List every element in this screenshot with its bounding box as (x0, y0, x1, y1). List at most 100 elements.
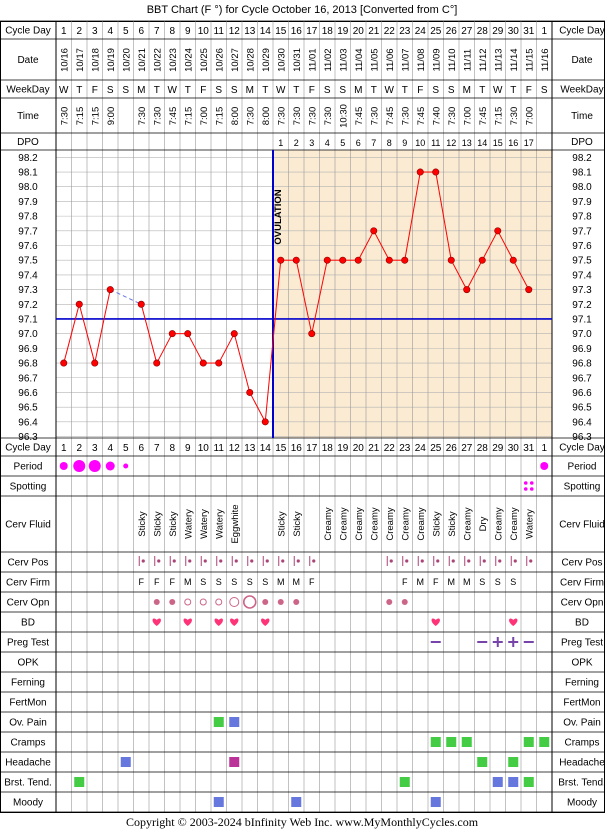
weekday-letter: F (526, 85, 532, 96)
row-label-cerv_firm: Cerv Firm (6, 578, 50, 589)
temp-line-segment (435, 171, 452, 261)
cerv-pos-dot (436, 559, 440, 563)
cycle-day-number-bottom: 17 (306, 443, 318, 454)
weekday-letter: S (432, 85, 439, 96)
period-dot (73, 460, 86, 472)
time-label: 9:00 (106, 107, 117, 126)
y-tick-label-left: 97.2 (18, 300, 38, 311)
date-label: 10/18 (90, 48, 101, 72)
spotting-dot (529, 487, 534, 491)
bd-heart-icon (230, 618, 239, 626)
weekday-letter: T (76, 85, 82, 96)
y-tick-label-right: 97.4 (572, 270, 592, 281)
cycle-day-number-bottom: 16 (291, 443, 303, 454)
row-label-cramps-right: Cramps (564, 738, 599, 749)
temp-point (401, 256, 409, 264)
temp-point (354, 256, 362, 264)
dpo-number: 15 (493, 138, 503, 148)
cerv-opening-mark (184, 598, 192, 606)
row-label-cramps: Cramps (10, 738, 45, 749)
temp-point (215, 359, 223, 367)
temp-point (323, 256, 331, 264)
row-label-brst_tend-right: Brst. Tend. (558, 778, 605, 789)
dpo-number: 4 (325, 138, 330, 148)
row-label-cerv_pos: Cerv Pos (7, 558, 48, 569)
time-label: 7:45 (385, 107, 396, 126)
weekday-letter: T (262, 85, 268, 96)
temp-point (447, 256, 455, 264)
time-label: 10:30 (338, 104, 349, 128)
cycle-day-number: 21 (368, 26, 380, 37)
preg-test-negative-mark (430, 641, 441, 643)
cerv-fluid-label: Sticky (431, 511, 442, 537)
dpo-number: 7 (371, 138, 376, 148)
dpo-number: 8 (387, 138, 392, 148)
cycle-day-number-bottom: 26 (446, 443, 458, 454)
cycle-day-number: 20 (353, 26, 365, 37)
cycle-day-number: 30 (508, 26, 520, 37)
weekday-letter: W (276, 85, 286, 96)
row-label-bd-right: BD (575, 618, 589, 629)
dpo-number: 11 (431, 138, 440, 148)
cycle-day-number-bottom: 15 (275, 443, 287, 454)
cerv-fluid-label: Creamy (323, 507, 334, 541)
weekday-letter: T (479, 85, 485, 96)
ov-pain-mark (213, 717, 224, 727)
weekday-letter: M (354, 85, 362, 96)
y-tick-label-left: 97.6 (18, 241, 38, 252)
cycle-day-number-bottom: 6 (138, 443, 144, 454)
cycle-day-number: 9 (185, 26, 191, 37)
weekday-letter: S (107, 85, 114, 96)
bd-heart-icon (214, 618, 223, 626)
date-label: 10/25 (199, 48, 210, 72)
y-tick-label-right: 98.0 (572, 182, 592, 193)
temp-point (525, 286, 533, 294)
y-tick-label-left: 97.1 (18, 314, 38, 325)
temp-line-segment (311, 260, 328, 334)
cerv-fluid-label: Watery (183, 509, 194, 539)
dpo-number: 10 (415, 138, 425, 148)
temp-line-segment (187, 333, 204, 364)
cerv-firm-letter: M (463, 577, 471, 587)
ovulation-label: OVULATION (273, 189, 284, 244)
cerv-pos-dot (498, 559, 502, 563)
cramps-mark (539, 737, 550, 747)
row-label-time-right: Time (571, 111, 593, 122)
date-label: 10/30 (276, 48, 287, 72)
temp-line-segment (94, 289, 111, 364)
cycle-day-number-bottom: 30 (508, 443, 520, 454)
cerv-firm-letter: M (293, 577, 301, 587)
temp-point (509, 256, 517, 264)
temp-point (168, 330, 176, 338)
cerv-pos-dot (234, 559, 238, 563)
row-label-cycle_day-right: Cycle Day (559, 26, 605, 37)
cerv-opening-mark (242, 595, 257, 609)
temp-point (478, 256, 486, 264)
y-tick-label-right: 96.7 (572, 373, 592, 384)
y-tick-label-right: 96.9 (572, 344, 592, 355)
time-label: 7:45 (416, 107, 427, 126)
weekday-letter: F (417, 85, 423, 96)
cerv-fluid-label: Sticky (276, 511, 287, 537)
time-label: 7:30 (307, 107, 318, 126)
date-label: 11/08 (416, 48, 427, 71)
date-label: 10/26 (214, 48, 225, 72)
temp-line-segment (233, 333, 251, 393)
time-label: 7:30 (323, 107, 334, 126)
cerv-firm-letter: S (262, 577, 268, 587)
cycle-day-number-bottom: 21 (368, 443, 380, 454)
temp-line-segment (264, 260, 282, 422)
time-label: 7:30 (152, 107, 163, 126)
cycle-day-number-bottom: 7 (154, 443, 160, 454)
cycle-day-number-bottom: 12 (229, 443, 241, 454)
cerv-firm-letter: S (495, 577, 501, 587)
temp-point (370, 227, 378, 235)
cerv-firm-letter: S (510, 577, 516, 587)
temp-point (385, 256, 393, 264)
temp-gap-line (110, 289, 142, 305)
cerv-pos-dot (420, 559, 424, 563)
row-label-brst_tend: Brst. Tend. (4, 778, 52, 789)
date-label: 11/02 (323, 48, 334, 71)
row-label-period-right: Period (568, 462, 597, 473)
row-label-period: Period (14, 462, 43, 473)
